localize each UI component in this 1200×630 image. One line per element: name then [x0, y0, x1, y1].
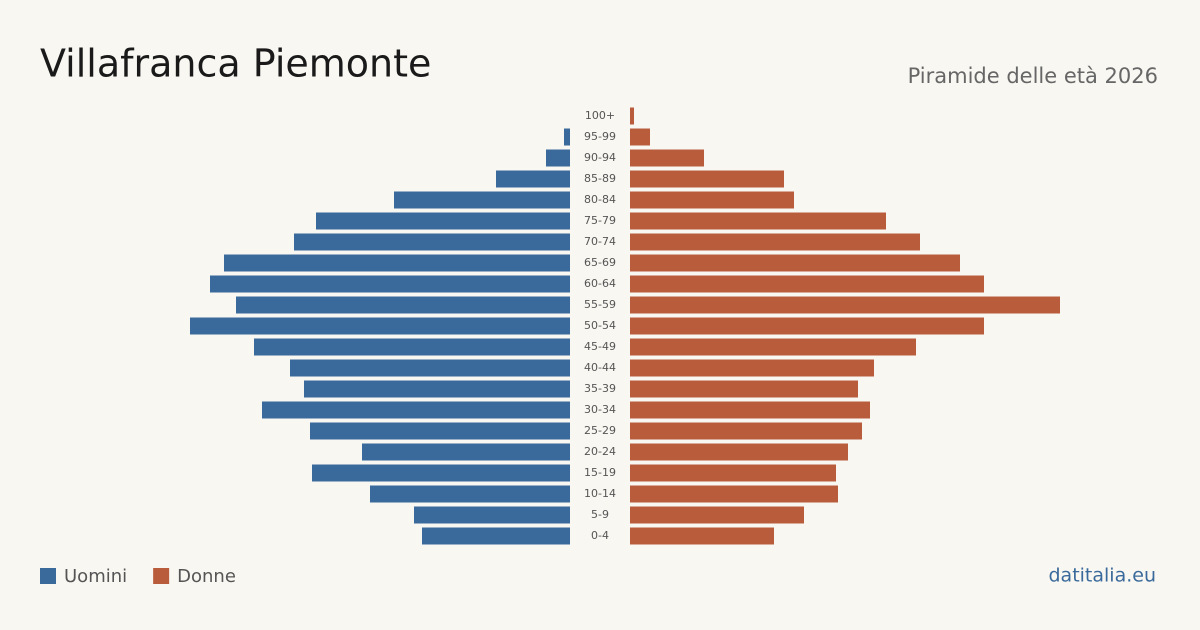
bar: [630, 380, 858, 398]
bar: [190, 317, 570, 335]
age-label: 75-79: [584, 214, 616, 227]
chart-title: Villafranca Piemonte: [40, 42, 431, 86]
bar: [630, 254, 960, 272]
age-label: 45-49: [584, 340, 616, 353]
age-label: 65-69: [584, 256, 616, 269]
bar: [310, 422, 570, 440]
legend-label: Uomini: [64, 566, 127, 587]
bar: [630, 338, 916, 356]
age-label: 70-74: [584, 235, 616, 248]
bar: [630, 296, 1060, 314]
bar: [630, 191, 794, 209]
bar: [312, 464, 570, 482]
bar: [254, 338, 570, 356]
bar: [630, 443, 848, 461]
legend-label: Donne: [177, 566, 236, 587]
bar: [630, 422, 862, 440]
bar: [630, 506, 804, 524]
bar: [630, 170, 784, 188]
bar: [630, 401, 870, 419]
age-label: 25-29: [584, 424, 616, 437]
bar: [630, 485, 838, 503]
bar: [630, 359, 874, 377]
bar: [262, 401, 570, 419]
bar: [630, 149, 704, 167]
bar: [496, 170, 570, 188]
source[interactable]: datitalia.eu: [1049, 565, 1157, 587]
bar: [564, 128, 570, 146]
bar: [630, 212, 886, 230]
bar: [236, 296, 570, 314]
age-label: 60-64: [584, 277, 616, 290]
bar: [304, 380, 570, 398]
bar: [630, 317, 984, 335]
chart-subtitle: Piramide delle età 2026: [908, 64, 1158, 88]
bar: [294, 233, 570, 251]
bar: [630, 527, 774, 545]
age-label: 10-14: [584, 487, 616, 500]
bar: [422, 527, 570, 545]
legend-swatch: [40, 568, 56, 584]
age-label: 50-54: [584, 319, 616, 332]
bar: [362, 443, 570, 461]
legend-swatch: [153, 568, 170, 584]
age-label: 90-94: [584, 151, 616, 164]
bar: [546, 149, 570, 167]
bar: [210, 275, 570, 293]
bar: [630, 275, 984, 293]
age-label: 30-34: [584, 403, 616, 416]
age-label: 55-59: [584, 298, 616, 311]
bar: [370, 485, 570, 503]
bar: [414, 506, 570, 524]
age-label: 20-24: [584, 445, 616, 458]
age-label: 5-9: [591, 508, 609, 521]
bar: [630, 464, 836, 482]
bar: [630, 233, 920, 251]
age-label: 100+: [585, 109, 615, 122]
bar: [630, 128, 650, 146]
age-label: 0-4: [591, 529, 609, 542]
age-label: 80-84: [584, 193, 616, 206]
bar: [394, 191, 570, 209]
bar: [290, 359, 570, 377]
age-label: 85-89: [584, 172, 616, 185]
age-label: 95-99: [584, 130, 616, 143]
age-label: 40-44: [584, 361, 616, 374]
bar: [316, 212, 570, 230]
bar: [630, 107, 634, 125]
bar: [224, 254, 570, 272]
age-label: 15-19: [584, 466, 616, 479]
age-label: 35-39: [584, 382, 616, 395]
